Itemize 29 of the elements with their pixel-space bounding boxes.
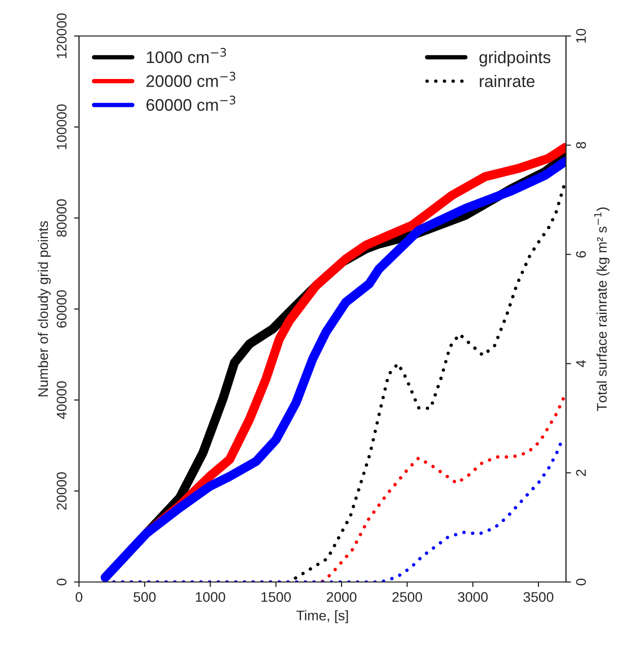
y-tick-label: 40000 <box>56 381 67 419</box>
y-tick-label: 0 <box>56 578 67 586</box>
annotation: gridpoints <box>479 51 550 67</box>
y2-axis-title: Total surface rainrate (kg m² s$^{−1}$) <box>594 208 610 412</box>
y-tick-label: 20000 <box>56 472 67 510</box>
x-tick-label: 0 <box>76 592 82 602</box>
x-axis-title: Time, [s] <box>296 610 348 624</box>
y2-tick-label: 2 <box>576 470 586 476</box>
y-tick-label: 120000 <box>56 13 67 58</box>
legend-label: 1000 cm$^{−3}$ <box>146 48 226 64</box>
x-tick-label: 3500 <box>524 592 554 602</box>
annotation: rainrate <box>480 74 535 88</box>
y2-tick-label: 0 <box>576 578 586 586</box>
x-tick-label: 1500 <box>262 592 291 602</box>
x-tick-label: 3000 <box>458 592 488 602</box>
legend-label: 60000 cm$^{−3}$ <box>146 96 236 111</box>
y2-tick-label: 4 <box>576 360 586 368</box>
y2-tick-label: 10 <box>576 28 586 43</box>
y-axis-title: Number of cloudy grid points <box>38 221 51 396</box>
y-tick-label: 60000 <box>56 290 67 328</box>
x-tick-label: 1000 <box>196 592 226 602</box>
y-tick-label: 80000 <box>56 199 67 237</box>
legend-label: 20000 cm$^{−3}$ <box>146 72 236 87</box>
y2-tick-label: 6 <box>576 251 586 258</box>
x-tick-label: 2000 <box>326 592 356 602</box>
y2-tick-label: 8 <box>576 142 586 148</box>
x-tick-label: 2500 <box>392 592 422 602</box>
x-tick-label: 500 <box>134 592 156 602</box>
y-tick-label: 100000 <box>56 104 67 150</box>
